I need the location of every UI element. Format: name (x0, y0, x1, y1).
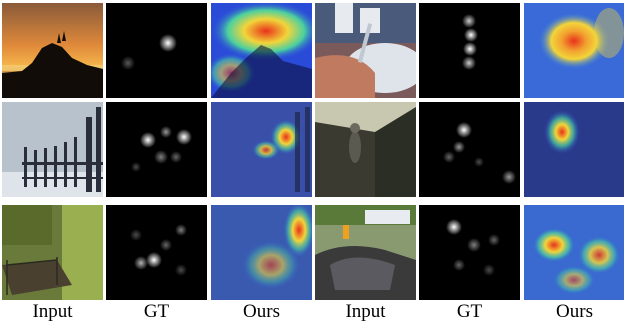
gt-map-5 (106, 205, 207, 300)
column-label-gt-left: GT (143, 301, 170, 322)
input-image-room (2, 205, 103, 300)
ours-heatmap-2 (524, 3, 624, 98)
column-label-input-right: Input (345, 301, 386, 322)
figure-row-2 (2, 102, 624, 197)
figure-row-3 (2, 205, 624, 300)
gt-map-6 (419, 205, 520, 300)
ours-heatmap-6 (524, 205, 624, 300)
column-label-input-left: Input (32, 301, 73, 322)
gt-map-3 (106, 102, 207, 197)
ours-heatmap-4 (524, 102, 624, 197)
column-label-ours-right: Ours (556, 301, 593, 322)
gt-map-1 (106, 3, 207, 98)
gt-map-2 (419, 3, 520, 98)
input-image-injection (315, 3, 416, 98)
ours-heatmap-1 (211, 3, 312, 98)
input-image-fence (2, 102, 103, 197)
input-image-memorial (315, 102, 416, 197)
ours-heatmap-5 (211, 205, 312, 300)
input-image-crash (315, 205, 416, 300)
column-labels: Input GT Ours Input GT Ours (2, 300, 622, 324)
ours-heatmap-3 (211, 102, 312, 197)
column-label-ours-left: Ours (243, 301, 280, 322)
column-label-gt-right: GT (456, 301, 483, 322)
input-image-sunset (2, 3, 103, 98)
gt-map-4 (419, 102, 520, 197)
figure-row-1 (2, 3, 624, 98)
